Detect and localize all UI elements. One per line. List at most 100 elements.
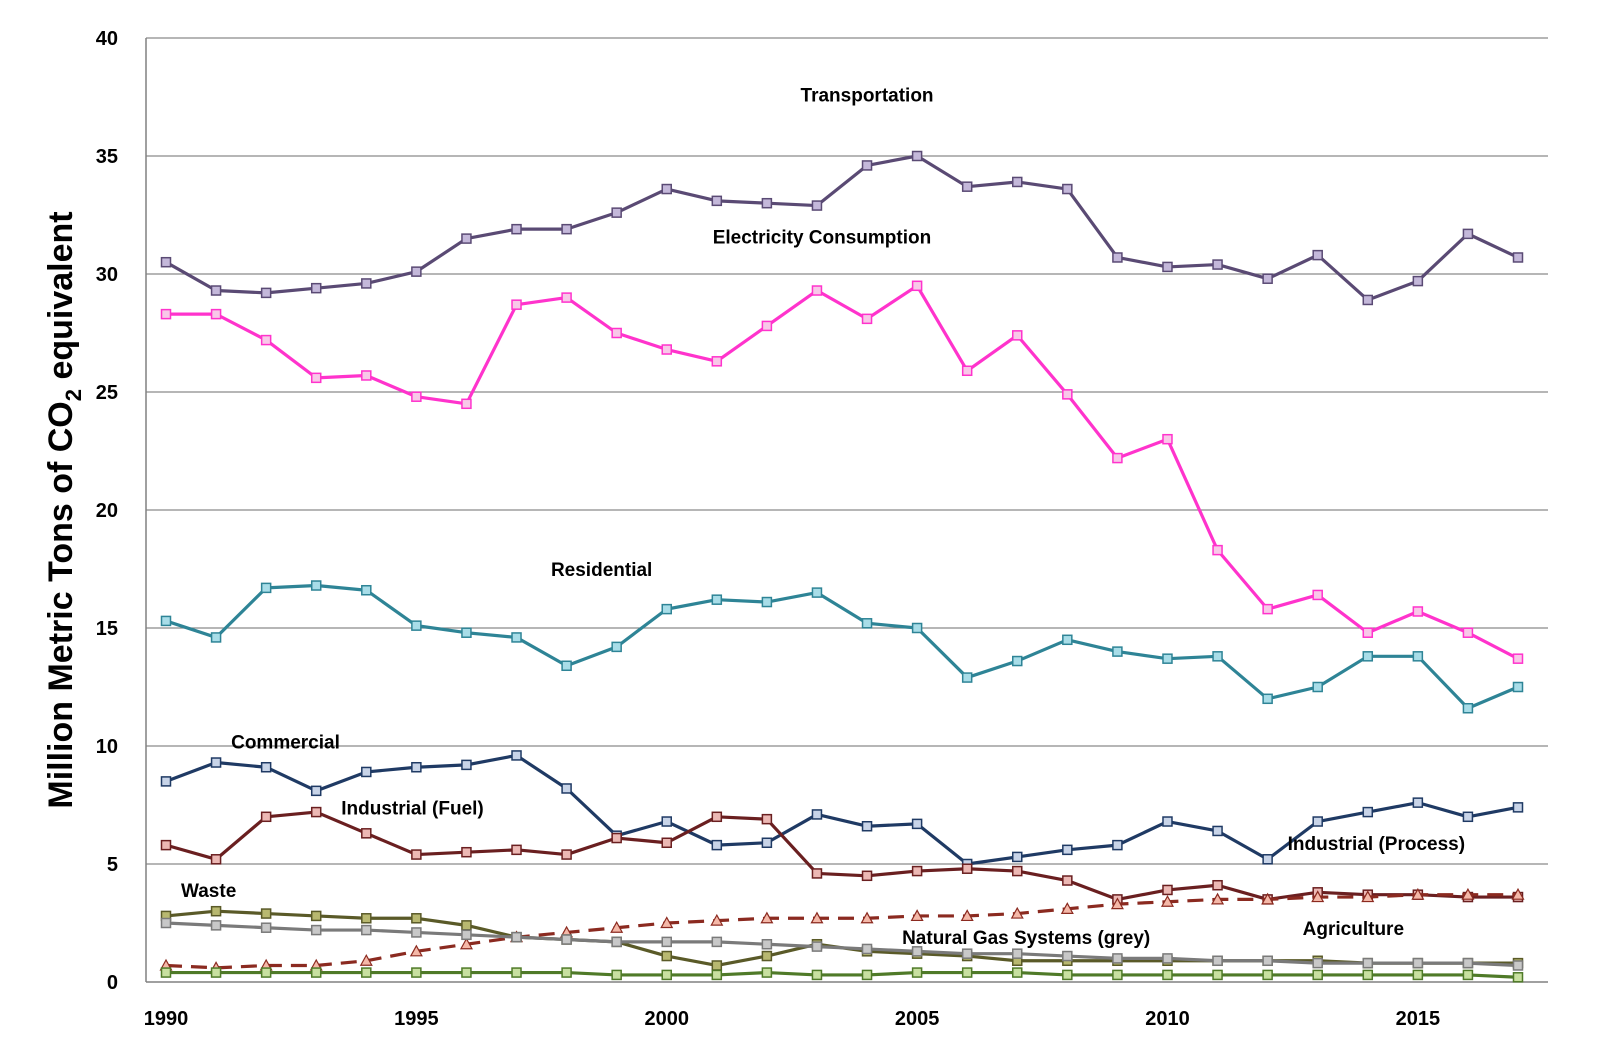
data-point <box>1362 806 1374 818</box>
data-point <box>1462 969 1474 981</box>
data-point <box>861 870 873 882</box>
data-point <box>911 946 923 957</box>
data-point <box>1262 603 1273 615</box>
x-tick-label: 2010 <box>1145 1008 1190 1030</box>
data-point <box>160 308 172 320</box>
data-point <box>911 865 923 877</box>
data-point <box>761 320 773 332</box>
data-point <box>260 811 272 823</box>
y-tick-label: 25 <box>96 382 118 404</box>
data-point <box>160 615 172 627</box>
data-point <box>361 967 372 978</box>
data-point <box>511 967 522 978</box>
data-point <box>461 627 472 638</box>
data-point <box>861 618 873 629</box>
data-point <box>361 766 372 778</box>
data-point <box>1060 902 1074 914</box>
x-tick-label: 2005 <box>895 1008 940 1030</box>
gridlines <box>146 37 1548 865</box>
data-point <box>1411 887 1425 900</box>
data-point <box>411 266 422 277</box>
data-point <box>911 622 923 634</box>
data-point <box>1162 969 1173 981</box>
data-point <box>561 223 572 235</box>
data-point <box>1062 634 1073 646</box>
data-point <box>1012 851 1023 863</box>
data-point <box>1462 228 1474 240</box>
data-point <box>1312 816 1323 827</box>
data-point <box>1162 653 1173 664</box>
y-tick-label: 40 <box>96 28 118 50</box>
series-line-industrial-fuel <box>165 810 1518 902</box>
data-point <box>1262 693 1273 705</box>
data-point <box>1162 433 1173 445</box>
data-point <box>661 344 672 355</box>
data-point <box>1012 330 1023 341</box>
data-point <box>661 837 672 849</box>
data-point <box>811 941 823 952</box>
data-point <box>1112 839 1123 851</box>
series-natural-gas-systems-grey <box>160 917 1524 971</box>
data-point <box>861 820 873 832</box>
data-point <box>811 200 823 211</box>
annotation-waste: Waste <box>181 881 236 902</box>
data-point <box>1412 275 1424 287</box>
data-point <box>810 911 824 924</box>
data-point <box>1361 890 1375 903</box>
data-point <box>1212 259 1223 270</box>
data-point <box>610 920 624 933</box>
data-point <box>1262 273 1273 284</box>
data-point <box>1412 606 1424 617</box>
data-point <box>1211 892 1225 905</box>
data-point <box>1112 646 1123 657</box>
data-point <box>911 818 923 830</box>
series-industrial-fuel <box>160 806 1524 905</box>
data-point <box>1312 249 1323 261</box>
data-point <box>260 908 272 919</box>
data-point <box>661 603 672 615</box>
data-point <box>1462 811 1474 823</box>
data-point <box>1261 892 1275 905</box>
data-point <box>511 223 522 235</box>
data-point <box>661 950 672 962</box>
data-point <box>361 924 372 936</box>
data-point <box>711 839 723 851</box>
data-point <box>310 282 322 294</box>
data-point <box>561 783 572 794</box>
data-point <box>1162 884 1173 896</box>
data-point <box>961 967 973 978</box>
data-point <box>310 910 322 922</box>
data-point <box>1311 890 1325 903</box>
data-point <box>210 905 222 917</box>
data-point <box>860 911 874 924</box>
data-point <box>210 757 222 768</box>
data-point <box>1112 452 1123 464</box>
data-point <box>1412 797 1424 808</box>
data-point <box>1212 651 1223 662</box>
y-tick-label: 10 <box>96 736 118 758</box>
data-point <box>661 816 672 827</box>
data-point <box>210 308 222 320</box>
series-transportation <box>160 150 1524 306</box>
data-point <box>711 594 723 605</box>
data-point <box>561 660 572 672</box>
data-point <box>511 632 522 643</box>
data-point <box>1262 969 1273 981</box>
data-point <box>761 967 773 978</box>
data-point <box>1212 879 1223 891</box>
data-point <box>761 837 773 849</box>
annotation-residential: Residential <box>551 560 652 581</box>
y-tick-label: 20 <box>96 500 118 522</box>
data-point <box>1110 897 1124 910</box>
data-point <box>411 391 422 402</box>
data-point <box>660 916 674 929</box>
data-point <box>511 931 522 943</box>
data-point <box>1212 544 1223 556</box>
data-point <box>1112 953 1123 964</box>
data-point <box>1162 261 1173 273</box>
data-point <box>459 937 473 950</box>
data-point <box>561 934 572 945</box>
data-point <box>1012 948 1023 959</box>
data-point <box>511 844 522 856</box>
data-point <box>1461 887 1475 900</box>
